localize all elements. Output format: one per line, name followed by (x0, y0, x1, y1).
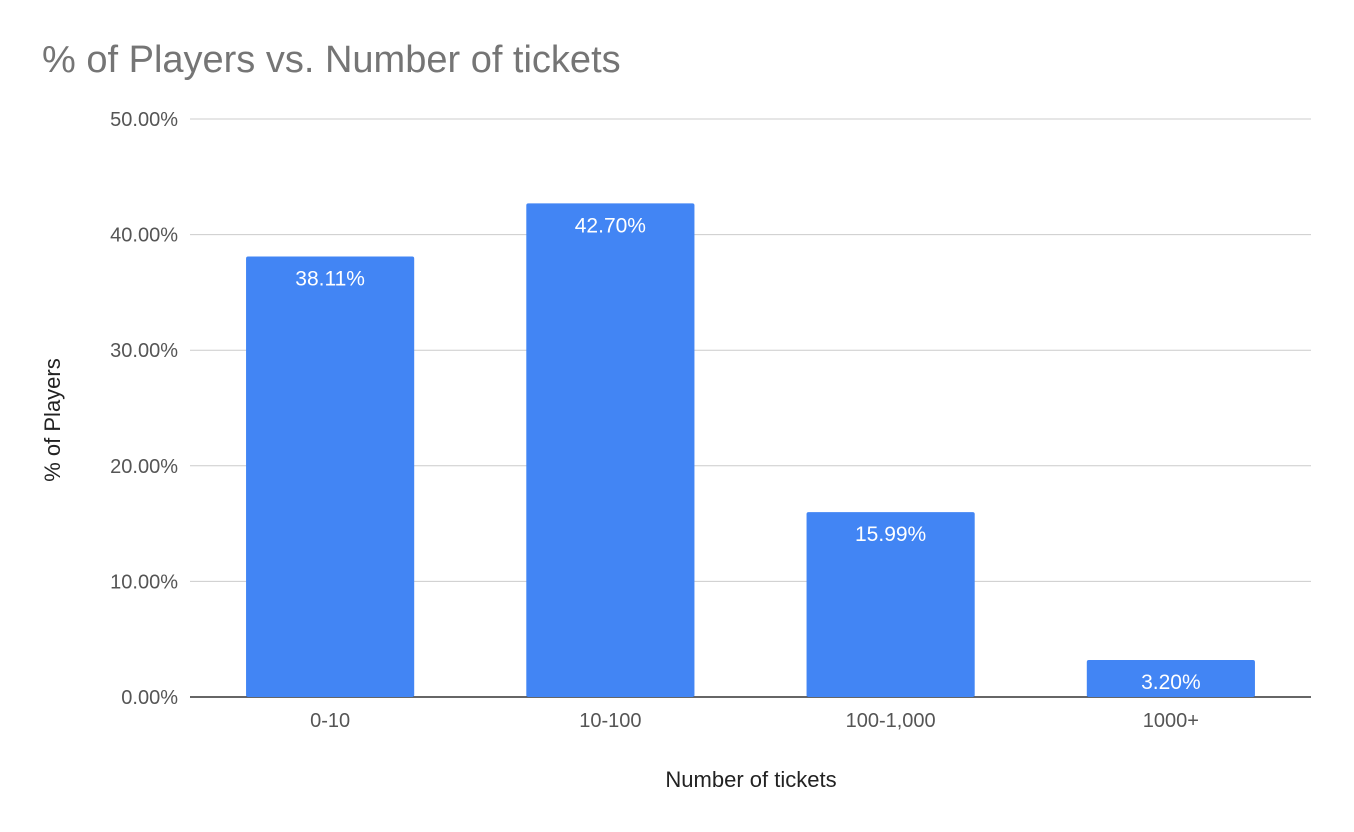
bars (246, 203, 1255, 697)
y-axis-ticks: 0.00% 10.00% 20.00% 30.00% 40.00% 50.00% (110, 109, 178, 709)
y-tick-label: 50.00% (110, 109, 178, 131)
x-tick-label: 100-1,000 (846, 710, 936, 732)
bar (806, 512, 975, 697)
y-tick-label: 20.00% (110, 456, 178, 478)
y-tick-label: 0.00% (121, 687, 178, 709)
bar-value-label: 42.70% (575, 214, 646, 237)
bar (526, 203, 695, 697)
bar-value-label: 15.99% (855, 523, 926, 546)
chart-title: % of Players vs. Number of tickets (42, 39, 621, 81)
y-tick-label: 10.00% (110, 571, 178, 593)
y-tick-label: 30.00% (110, 340, 178, 362)
y-axis-title: % of Players (40, 358, 65, 482)
y-tick-label: 40.00% (110, 225, 178, 247)
bar (1086, 660, 1255, 697)
bar-value-label: 3.20% (1141, 671, 1201, 694)
x-axis-ticks: 0-10 10-100 100-1,000 1000+ (310, 710, 1199, 732)
bar (246, 256, 415, 697)
x-tick-label: 1000+ (1143, 710, 1199, 732)
data-labels: 38.11% 42.70% 15.99% 3.20% (295, 214, 1200, 694)
x-axis-title: Number of tickets (665, 767, 836, 792)
x-tick-label: 10-100 (579, 710, 641, 732)
x-tick-label: 0-10 (310, 710, 350, 732)
bar-value-label: 38.11% (295, 267, 365, 290)
